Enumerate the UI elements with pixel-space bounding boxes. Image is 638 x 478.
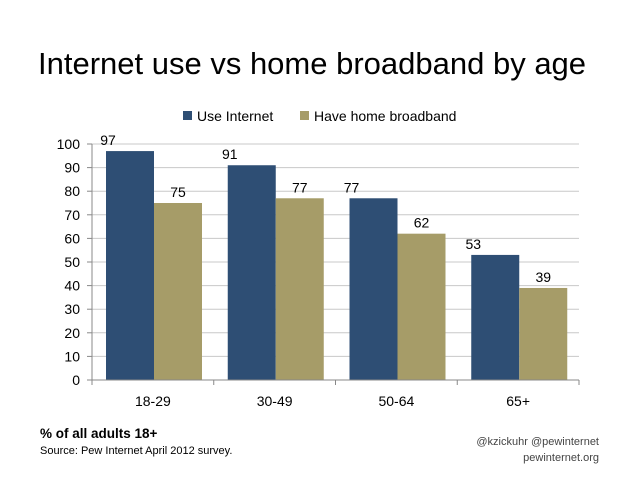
x-tick-label: 30-49: [257, 393, 293, 409]
bar-use-internet-18-29: [106, 151, 154, 380]
bars: [106, 151, 568, 380]
y-tick-label: 10: [64, 348, 80, 364]
y-tick-label: 80: [64, 183, 80, 199]
y-tick-label: 40: [64, 278, 80, 294]
bar-use-internet-65+: [471, 254, 520, 380]
legend-label: Use Internet: [197, 108, 273, 124]
bar-home-broadband-65+: [519, 287, 568, 380]
data-label: 53: [465, 236, 481, 252]
data-labels: 97 75 91 77 77 62 53 39: [100, 132, 551, 285]
x-axis-ticks: 18-29 30-49 50-64 65+: [91, 380, 580, 409]
y-tick-label: 0: [72, 372, 80, 388]
x-tick-label: 65+: [506, 393, 530, 409]
source-text: Source: Pew Internet April 2012 survey.: [40, 445, 233, 457]
y-tick-label: 100: [57, 136, 81, 152]
bar-use-internet-50-64: [349, 198, 398, 380]
bar-home-broadband-18-29: [154, 203, 202, 380]
data-label: 91: [222, 146, 238, 162]
data-label: 77: [292, 179, 308, 195]
y-tick-label: 70: [64, 207, 80, 223]
bar-home-broadband-30-49: [275, 198, 324, 380]
chart-title: Internet use vs home broadband by age: [38, 46, 587, 81]
y-tick-label: 30: [64, 301, 80, 317]
y-axis-ticks: 0 10 20 30 40 50 60 70 80 90 100: [57, 136, 92, 388]
axes: [91, 144, 579, 381]
y-tick-label: 50: [64, 254, 80, 270]
data-label: 75: [170, 184, 186, 200]
legend-label: Have home broadband: [314, 108, 456, 124]
data-label: 39: [535, 269, 551, 285]
legend: Use Internet Have home broadband: [183, 108, 456, 124]
data-label: 62: [414, 215, 430, 231]
data-label: 77: [344, 179, 360, 195]
y-tick-label: 60: [64, 230, 80, 246]
credit-site: pewinternet.org: [523, 452, 599, 464]
legend-swatch-home-broadband: [300, 111, 309, 120]
bar-use-internet-30-49: [227, 165, 276, 380]
data-label: 97: [100, 132, 116, 148]
credit-handles: @kzickuhr @pewinternet: [476, 436, 599, 448]
footnote: % of all adults 18+: [40, 426, 158, 441]
x-tick-label: 18-29: [135, 393, 171, 409]
legend-swatch-use-internet: [183, 111, 192, 120]
bar-home-broadband-50-64: [397, 233, 446, 380]
y-tick-label: 20: [64, 325, 80, 341]
x-tick-label: 50-64: [378, 393, 414, 409]
y-tick-label: 90: [64, 160, 80, 176]
